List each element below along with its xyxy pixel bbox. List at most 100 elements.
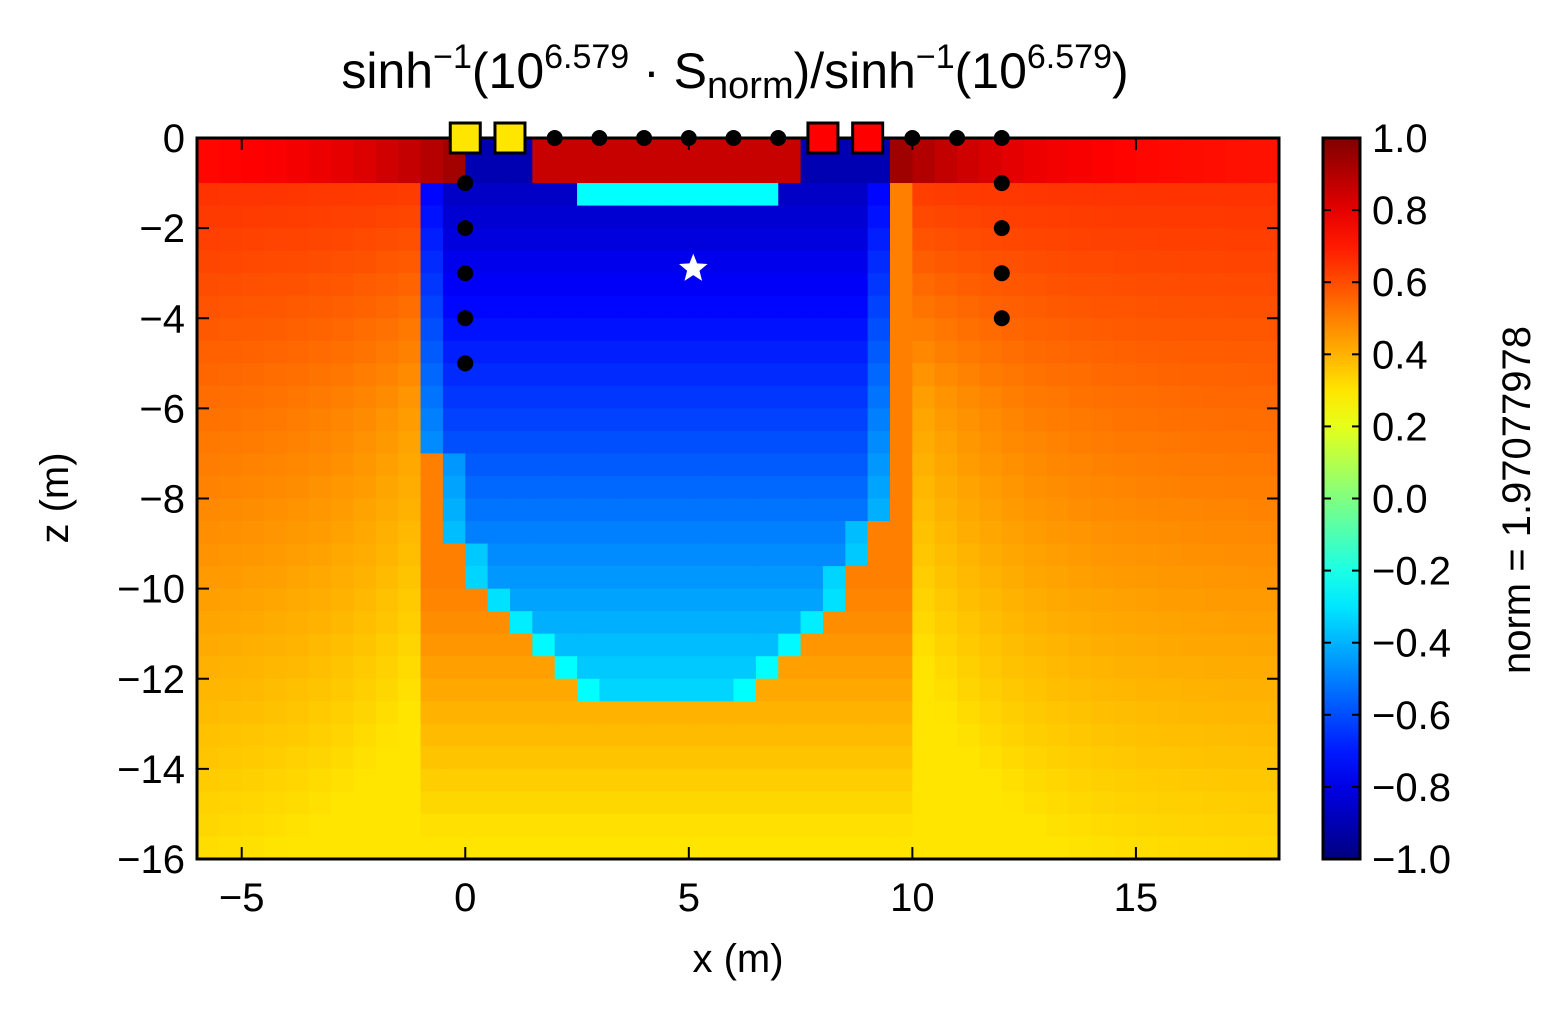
heatmap-cell (1225, 340, 1249, 364)
heatmap-cell (912, 768, 936, 793)
heatmap-cell (264, 385, 288, 409)
heatmap-cell (465, 723, 489, 747)
heatmap-cell (934, 498, 958, 522)
heatmap-cell (957, 813, 981, 838)
heatmap-cell (912, 746, 936, 770)
heatmap-cell (912, 340, 936, 364)
heatmap-cell (1046, 183, 1070, 207)
heatmap-cell (733, 521, 757, 545)
heatmap-cell (1202, 723, 1226, 747)
heatmap-cell (822, 611, 846, 635)
heatmap-cell (1024, 543, 1048, 567)
heatmap-cell (621, 656, 645, 680)
heatmap-cell (845, 746, 869, 770)
heatmap-cell (688, 611, 712, 635)
heatmap-cell (979, 385, 1003, 409)
heatmap-cell (197, 295, 220, 319)
heatmap-cell (1270, 791, 1280, 815)
heatmap-cell (1024, 813, 1048, 838)
heatmap-cell (1091, 138, 1115, 162)
heatmap-cell (1225, 430, 1249, 455)
heatmap-cell (375, 160, 399, 184)
heatmap-cell (688, 836, 712, 860)
electrode-dot (993, 130, 1010, 146)
heatmap-cell (890, 836, 913, 860)
heatmap-cell (442, 611, 466, 635)
heatmap-cell (1202, 746, 1226, 770)
heatmap-cell (509, 453, 533, 477)
heatmap-cell (1001, 475, 1025, 500)
heatmap-cell (331, 318, 355, 342)
heatmap-cell (398, 183, 422, 207)
heatmap-cell (286, 408, 310, 432)
heatmap-cell (1024, 408, 1048, 432)
heatmap-cell (845, 363, 869, 387)
heatmap-cell (599, 543, 623, 567)
heatmap-cell (1001, 723, 1025, 747)
heatmap-cell (957, 723, 981, 747)
heatmap-cell (890, 566, 913, 590)
heatmap-cell (1068, 588, 1092, 612)
heatmap-cell (1024, 453, 1048, 477)
heatmap-cell (554, 543, 578, 567)
heatmap-cell (465, 768, 489, 793)
heatmap-cell (1046, 588, 1070, 612)
heatmap-cell (644, 430, 668, 455)
heatmap-cell (554, 453, 578, 477)
heatmap-cell (644, 498, 668, 522)
heatmap-cell (845, 183, 869, 207)
heatmap-cell (353, 521, 377, 545)
sink-electrode-square (806, 121, 840, 155)
heatmap-cell (487, 791, 511, 815)
heatmap-cell (934, 701, 958, 725)
heatmap-cell (778, 295, 802, 319)
heatmap-cell (711, 543, 735, 567)
heatmap-cell (800, 453, 824, 477)
heatmap-cell (934, 475, 958, 500)
heatmap-cell (1270, 340, 1280, 364)
heatmap-cell (1135, 205, 1159, 229)
heatmap-cell (509, 250, 533, 274)
heatmap-cell (577, 183, 600, 207)
heatmap-cell (822, 385, 846, 409)
heatmap-cell (1270, 160, 1280, 184)
heatmap-cell (442, 521, 466, 545)
heatmap-cell (509, 228, 533, 252)
heatmap-cell (778, 318, 802, 342)
heatmap-cell (398, 678, 422, 702)
heatmap-cell (219, 475, 243, 500)
heatmap-cell (1046, 791, 1070, 815)
heatmap-cell (1270, 408, 1280, 432)
heatmap-cell (554, 588, 578, 612)
heatmap-cell (711, 475, 735, 500)
heatmap-cell (644, 273, 668, 297)
heatmap-cell (890, 205, 913, 229)
heatmap-cell (621, 408, 645, 432)
heatmap-cell (1024, 295, 1048, 319)
heatmap-cell (979, 678, 1003, 702)
heatmap-cell (912, 701, 936, 725)
heatmap-cell (1024, 363, 1048, 387)
heatmap-cell (845, 791, 869, 815)
heatmap-cell (1091, 430, 1115, 455)
heatmap-cell (487, 408, 511, 432)
heatmap-cell (264, 723, 288, 747)
heatmap-cell (957, 588, 981, 612)
heatmap-cell (979, 475, 1003, 500)
heatmap-cell (733, 295, 757, 319)
heatmap-cell (577, 340, 600, 364)
heatmap-cell (197, 475, 220, 500)
heatmap-cell (1091, 521, 1115, 545)
heatmap-cell (1046, 521, 1070, 545)
heatmap-cell (264, 273, 288, 297)
heatmap-cell (1202, 138, 1226, 162)
heatmap-cell (666, 160, 690, 184)
heatmap-cell (979, 498, 1003, 522)
heatmap-cell (353, 430, 377, 455)
heatmap-cell (308, 588, 332, 612)
heatmap-cell (308, 340, 332, 364)
heatmap-cell (509, 363, 533, 387)
heatmap-cell (867, 498, 891, 522)
heatmap-cell (1091, 340, 1115, 364)
heatmap-cell (465, 408, 489, 432)
